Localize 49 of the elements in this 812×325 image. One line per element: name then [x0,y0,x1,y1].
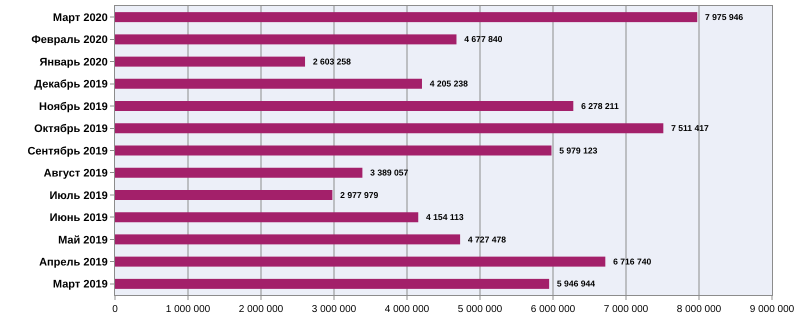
y-tick-label: Август 2019 [44,168,108,180]
y-tick-label: Май 2019 [58,234,108,246]
data-label: 4 205 238 [425,78,468,89]
data-label: 5 946 944 [552,278,596,289]
data-label: 4 677 840 [459,34,503,44]
y-tick-label: Ноябрь 2019 [39,100,108,113]
data-label: 6 716 740 [608,256,652,267]
y-tick-label: Июль 2019 [49,190,108,202]
x-tick-label: 1 000 000 [166,304,211,315]
data-label: 4 154 113 [421,212,464,222]
y-tick-label: Сентябрь 2019 [27,145,108,158]
y-tick-label: Март 2019 [52,278,108,291]
data-label: 3 389 057 [365,168,409,178]
bar [115,12,698,22]
data-label: 2 977 979 [335,190,378,200]
y-tick-label: Апрель 2019 [39,256,108,268]
bar [115,190,332,200]
x-tick-label: 7 000 000 [604,304,649,315]
bar [115,101,574,112]
x-tick-label: 0 [112,304,118,315]
bar [115,234,460,244]
data-label: 7 975 946 [700,12,744,22]
bar [115,146,552,156]
bar [115,78,422,89]
x-tick-label: 3 000 000 [312,304,357,315]
x-tick-label: 4 000 000 [384,304,430,315]
x-tick-label: 9 000 000 [750,304,795,315]
bar [115,256,606,267]
y-tick-label: Декабрь 2019 [34,78,108,91]
bar [115,56,306,67]
y-tick-label: Февраль 2020 [31,34,108,46]
bar [115,123,664,134]
data-label: 4 727 478 [463,234,506,244]
data-label: 6 278 211 [576,100,619,111]
x-tick-label: 5 000 000 [458,304,503,315]
x-tick-label: 8 000 000 [676,304,722,315]
bar [115,34,456,44]
data-label: 2 603 258 [308,56,352,66]
data-label: 5 979 123 [554,145,598,156]
bar [115,168,362,178]
bar [115,212,418,222]
y-tick-label: Октябрь 2019 [34,123,108,136]
y-tick-label: Январь 2020 [40,56,108,68]
data-label: 7 511 417 [666,123,709,134]
x-tick-label: 2 000 000 [238,304,284,315]
x-tick-label: 6 000 000 [530,304,576,315]
y-tick-label: Июнь 2019 [50,212,108,224]
bar [115,278,550,289]
y-tick-label: Март 2020 [52,12,108,24]
